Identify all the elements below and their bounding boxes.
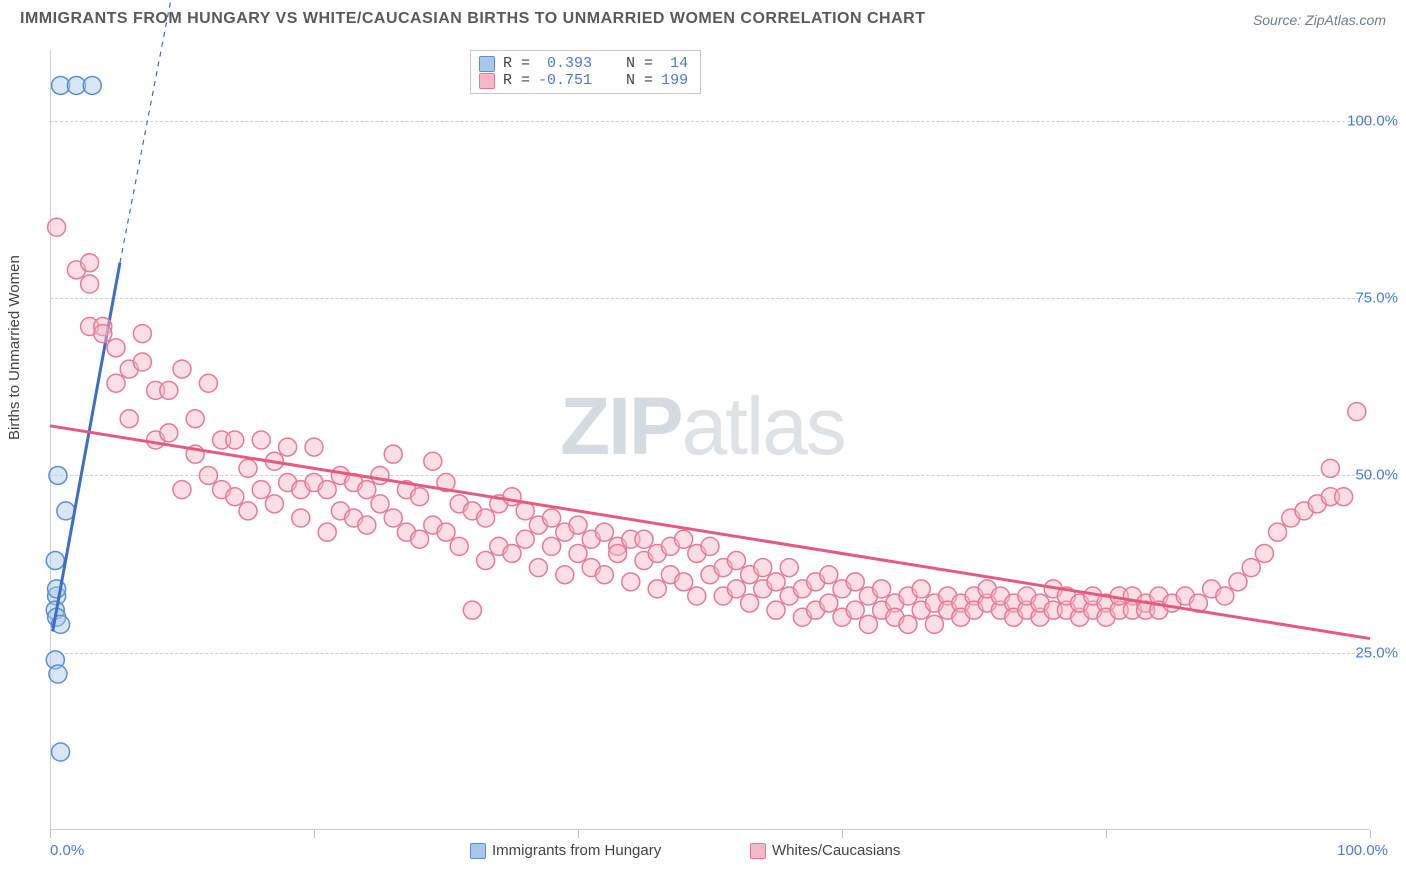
swatch-whites-icon [479, 73, 495, 89]
swatch-whites-icon [750, 843, 766, 859]
stats-row-hungary: R = 0.393 N = 14 [479, 55, 688, 72]
swatch-hungary-icon [479, 56, 495, 72]
source-attribution: Source: ZipAtlas.com [1253, 12, 1386, 28]
legend-item-whites: Whites/Caucasians [750, 842, 900, 859]
swatch-hungary-icon [470, 843, 486, 859]
scatter-plot-svg [50, 50, 1370, 830]
stats-row-whites: R = -0.751 N = 199 [479, 72, 688, 89]
x-tick-100: 100.0% [1337, 842, 1388, 859]
y-axis-label: Births to Unmarried Women [6, 255, 23, 440]
x-tick-0: 0.0% [50, 842, 84, 859]
correlation-stats-box: R = 0.393 N = 14 R = -0.751 N = 199 [470, 50, 701, 94]
chart-title: IMMIGRANTS FROM HUNGARY VS WHITE/CAUCASI… [20, 10, 926, 28]
legend-item-hungary: Immigrants from Hungary [470, 842, 661, 859]
